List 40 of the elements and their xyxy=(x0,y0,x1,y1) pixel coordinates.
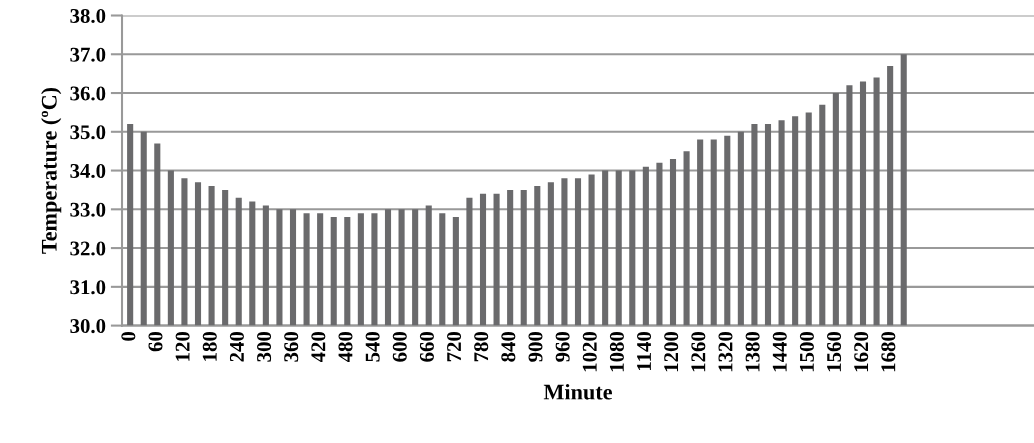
y-tick-label: 30.0 xyxy=(70,318,106,334)
x-tick-label: 0 xyxy=(121,331,136,341)
y-tick-label: 31.0 xyxy=(70,280,106,295)
y-tick-label: 37.0 xyxy=(70,47,106,62)
x-tick-label: 180 xyxy=(202,331,217,361)
x-tick-label: 960 xyxy=(555,331,570,362)
x-tick-label: 540 xyxy=(365,331,380,362)
x-tick-label: 840 xyxy=(501,331,516,362)
x-tick-label: 1500 xyxy=(799,331,814,372)
x-tick-label: 120 xyxy=(175,331,190,361)
x-tick-label: 600 xyxy=(392,331,407,362)
x-tick-label: 1380 xyxy=(745,331,760,372)
y-tick-label: 32.0 xyxy=(70,241,106,256)
x-tick-label: 1560 xyxy=(827,331,842,372)
x-tick-label: 420 xyxy=(311,331,326,363)
x-tick-label: 1260 xyxy=(691,331,706,372)
x-tick-label: 1200 xyxy=(664,331,679,372)
x-tick-label: 1440 xyxy=(772,331,787,372)
x-tick-label: 360 xyxy=(284,331,299,362)
x-tick-label: 1140 xyxy=(637,331,652,371)
x-tick-label: 1320 xyxy=(718,331,733,372)
x-tick-label: 1020 xyxy=(582,331,597,372)
x-tick-label: 300 xyxy=(257,331,272,362)
y-tick-label: 38.0 xyxy=(70,8,106,24)
y-tick-label: 35.0 xyxy=(70,125,106,140)
y-tick-label: 33.0 xyxy=(70,202,106,217)
y-tick-label: 34.0 xyxy=(70,163,106,179)
x-tick-label: 780 xyxy=(474,331,489,362)
x-tick-label: 240 xyxy=(229,331,244,362)
x-tick-label: 1620 xyxy=(854,331,869,372)
x-axis-title: Minute xyxy=(543,383,612,400)
x-tick-label: 1680 xyxy=(881,331,896,372)
x-tick-label: 1080 xyxy=(609,331,624,372)
x-tick-label: 720 xyxy=(447,331,462,362)
x-tick-label: 660 xyxy=(419,331,434,362)
y-axis-title: Temperature (ºC) xyxy=(41,87,62,254)
x-tick-label: 900 xyxy=(528,331,543,362)
x-tick-label: 480 xyxy=(338,331,353,363)
y-tick-label: 36.0 xyxy=(70,86,106,101)
x-tick-label: 60 xyxy=(148,331,163,352)
